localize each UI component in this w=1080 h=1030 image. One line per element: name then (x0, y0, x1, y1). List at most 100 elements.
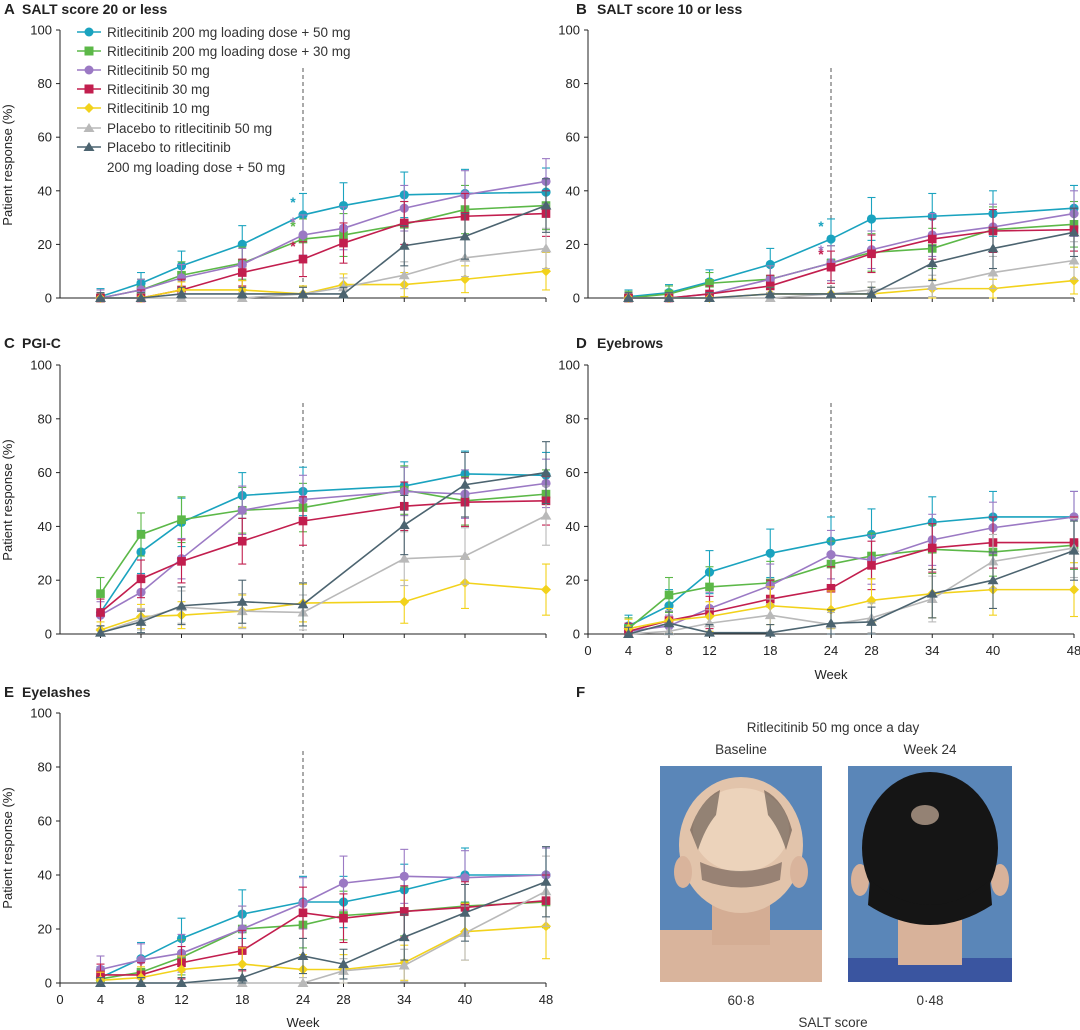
data-point (297, 977, 309, 987)
data-point (704, 627, 715, 637)
x-tick-label: 24 (824, 643, 838, 658)
data-point (540, 467, 552, 477)
panel-title: SALT score 10 or less (597, 1, 742, 17)
data-point (1069, 584, 1079, 595)
data-point (297, 599, 309, 609)
x-tick-label: 48 (539, 992, 553, 1007)
data-point (704, 292, 715, 302)
data-point (540, 200, 552, 210)
legend-label: 200 mg loading dose + 50 mg (107, 160, 285, 175)
data-point (866, 288, 877, 298)
x-tick-label: 34 (925, 643, 939, 658)
panel-f: F Ritlecitinib 50 mg once a day Baseline… (576, 684, 1012, 1030)
panel-title: Eyebrows (597, 335, 663, 351)
legend-item: Placebo to ritlecitinib 50 mg (77, 121, 272, 136)
x-tick-label: 0 (56, 992, 63, 1007)
data-point (338, 288, 349, 298)
data-point (927, 543, 937, 553)
series-line (628, 231, 1075, 299)
y-axis-title: Patient response (%) (0, 439, 15, 560)
data-point (765, 548, 775, 558)
data-point (926, 588, 938, 598)
data-point (540, 243, 552, 253)
data-point (398, 240, 410, 250)
data-point (623, 292, 634, 302)
significance-asterisk: * (290, 238, 296, 254)
data-point (298, 230, 308, 240)
data-point (95, 627, 106, 637)
series-line (100, 899, 547, 976)
data-point (764, 627, 776, 637)
data-point (540, 510, 552, 520)
y-tick-label: 20 (566, 237, 580, 252)
x-axis-title: Week (287, 1015, 320, 1030)
data-point (237, 268, 247, 277)
y-tick-label: 40 (38, 519, 52, 534)
data-point (540, 876, 552, 886)
x-tick-label: 34 (397, 992, 411, 1007)
legend-label: Ritlecitinib 50 mg (107, 63, 210, 78)
data-point (237, 959, 248, 970)
data-point (1069, 275, 1079, 286)
series-line (100, 582, 547, 631)
panel-title: SALT score 20 or less (22, 1, 167, 17)
y-tick-label: 100 (30, 23, 52, 38)
data-point (95, 977, 106, 987)
series-7 (95, 178, 552, 302)
data-point (866, 616, 877, 626)
x-tick-label: 8 (137, 992, 144, 1007)
series-5 (95, 893, 551, 986)
photo-title: Ritlecitinib 50 mg once a day (747, 720, 920, 735)
data-point (177, 557, 186, 566)
data-point (623, 628, 634, 638)
data-point (298, 908, 308, 918)
series-4 (96, 874, 551, 984)
data-point (867, 249, 876, 259)
y-tick-label: 0 (573, 291, 580, 306)
data-point (236, 288, 248, 298)
series-2 (96, 180, 551, 303)
legend-label: Ritlecitinib 10 mg (107, 101, 210, 116)
data-point (459, 231, 471, 241)
series-line (100, 247, 547, 299)
data-point (237, 924, 247, 934)
legend-label: Ritlecitinib 30 mg (107, 82, 210, 97)
legend-item: Placebo to ritlecitinib 200 mg loading d… (77, 140, 285, 175)
data-point (663, 292, 675, 302)
data-point (237, 505, 247, 515)
x-tick-label: 18 (763, 643, 777, 658)
y-tick-label: 20 (38, 922, 52, 937)
legend-label: Placebo to ritlecitinib (107, 140, 231, 155)
data-point (987, 267, 999, 277)
data-point (826, 550, 836, 560)
series-7 (623, 207, 1080, 302)
panel-letter-e: E (4, 684, 14, 701)
data-point (399, 907, 409, 916)
y-tick-label: 80 (566, 76, 580, 91)
legend-marker (84, 46, 94, 56)
y-tick-label: 40 (38, 868, 52, 883)
y-tick-label: 80 (38, 411, 52, 426)
data-point (1068, 227, 1080, 237)
series-7 (95, 441, 552, 637)
data-point (764, 288, 776, 298)
y-tick-label: 40 (566, 519, 580, 534)
series-1 (623, 184, 1079, 302)
y-tick-label: 60 (566, 465, 580, 480)
data-point (136, 574, 146, 584)
x-tick-label: 24 (296, 992, 310, 1007)
salt-score-baseline: 60·8 (727, 993, 754, 1008)
series-line (628, 516, 1075, 633)
series-7 (95, 846, 552, 987)
legend-item: Ritlecitinib 200 mg loading dose + 50 mg (77, 25, 351, 40)
y-tick-label: 80 (566, 411, 580, 426)
data-point (987, 243, 999, 253)
data-point (399, 596, 410, 607)
data-point (459, 550, 471, 560)
data-point (176, 273, 187, 283)
series-line (628, 516, 1074, 627)
panel-letter-a: A (4, 1, 15, 18)
data-point (765, 259, 775, 270)
data-point (825, 288, 837, 298)
